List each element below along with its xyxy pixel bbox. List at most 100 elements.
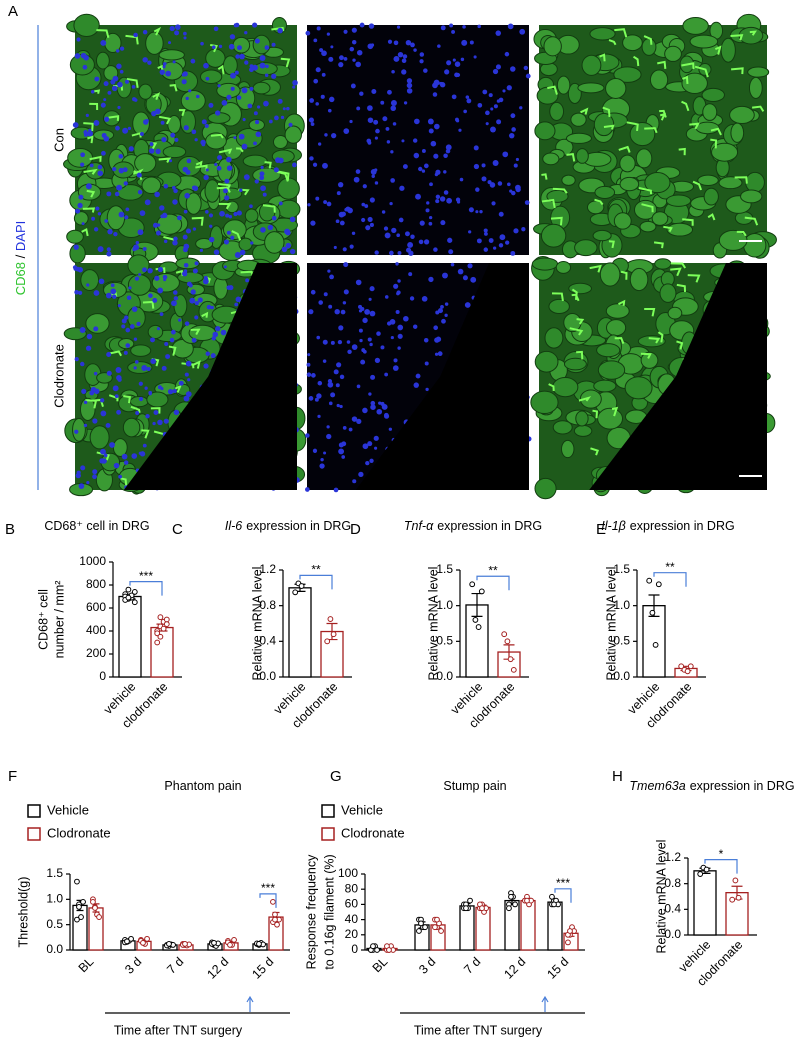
nucleus: [421, 149, 426, 153]
nucleus: [380, 100, 385, 105]
nucleus: [224, 195, 230, 201]
nucleus: [128, 286, 132, 290]
data-point: [472, 617, 479, 623]
nucleus: [465, 95, 470, 99]
nucleus: [92, 469, 98, 475]
nucleus: [230, 72, 236, 79]
cell: [552, 420, 573, 435]
macrophage: [153, 26, 162, 36]
stain-blue: DAPI: [13, 221, 28, 251]
nucleus: [244, 60, 249, 65]
nucleus: [413, 118, 420, 125]
cell: [651, 211, 669, 226]
macrophage: [571, 293, 580, 302]
nucleus: [340, 309, 346, 315]
nucleus: [249, 204, 253, 209]
y-tick-label: 0.5: [613, 634, 630, 648]
nucleus: [367, 141, 372, 145]
nucleus: [491, 201, 496, 206]
nucleus: [434, 337, 440, 343]
cell: [548, 298, 570, 315]
nucleus: [403, 315, 409, 322]
legend-label: Vehicle: [341, 802, 383, 817]
nucleus: [355, 279, 362, 286]
nucleus: [100, 102, 106, 108]
nucleus: [181, 79, 187, 85]
cell: [69, 243, 86, 264]
cell: [649, 69, 669, 91]
nucleus: [350, 83, 356, 89]
nucleus: [462, 275, 468, 281]
nucleus: [406, 78, 413, 84]
macrophage: [589, 264, 602, 273]
nucleus: [271, 42, 276, 47]
significance-label: ***: [261, 881, 275, 895]
nucleus: [413, 382, 419, 388]
nucleus: [390, 150, 394, 154]
nucleus: [447, 237, 453, 243]
nucleus: [349, 119, 353, 124]
cell: [284, 125, 302, 144]
macrophage: [694, 65, 709, 78]
nucleus: [73, 267, 77, 271]
nucleus: [189, 297, 196, 304]
nucleus: [449, 23, 454, 28]
x-axis-label: Time after TNT surgery: [414, 1023, 543, 1037]
nucleus: [498, 243, 504, 248]
nucleus: [81, 388, 87, 394]
nucleus: [125, 343, 131, 348]
nucleus: [184, 372, 189, 377]
y-axis-label: CD68⁺ cell: [36, 589, 50, 650]
nucleus: [239, 53, 245, 60]
nucleus: [351, 416, 358, 422]
x-tick-label: 12 d: [501, 955, 528, 982]
nucleus: [371, 174, 375, 179]
nucleus: [228, 285, 234, 291]
nucleus: [233, 136, 237, 140]
nucleus: [177, 215, 182, 221]
data-point: [74, 916, 80, 923]
nucleus: [466, 98, 472, 104]
nucleus: [321, 72, 326, 77]
nucleus: [356, 106, 361, 111]
chart-title: Il-1β expression in DRG: [601, 519, 734, 533]
nucleus: [401, 69, 406, 75]
nucleus: [489, 182, 496, 188]
nucleus: [110, 79, 116, 85]
nucleus: [185, 228, 192, 234]
nucleus: [488, 238, 494, 243]
nucleus: [103, 81, 109, 87]
nucleus: [374, 357, 381, 364]
nucleus: [370, 400, 376, 406]
nucleus: [432, 92, 438, 97]
nucleus: [196, 94, 200, 99]
data-point: [475, 624, 482, 630]
data-point: [270, 898, 276, 905]
nucleus: [370, 404, 376, 410]
nucleus: [309, 156, 314, 161]
cell: [195, 238, 214, 250]
nucleus: [162, 274, 168, 280]
nucleus: [185, 360, 192, 367]
data-point: [567, 928, 573, 934]
nucleus: [440, 304, 444, 309]
nucleus: [133, 98, 138, 102]
nucleus: [369, 342, 373, 347]
cell: [530, 390, 559, 415]
nucleus: [119, 46, 125, 51]
nucleus: [355, 169, 361, 174]
data-point: [565, 939, 571, 946]
macrophage: [678, 147, 686, 156]
macrophage: [123, 395, 131, 404]
nucleus: [395, 262, 399, 266]
macrophage: [108, 394, 119, 402]
nucleus: [335, 383, 340, 388]
nucleus: [391, 227, 397, 234]
nucleus: [173, 290, 178, 295]
nucleus: [359, 338, 363, 343]
nucleus: [137, 229, 144, 236]
panel-letter: E: [596, 521, 606, 538]
nucleus: [397, 51, 404, 58]
nucleus: [85, 113, 89, 117]
data-point: [163, 616, 170, 623]
